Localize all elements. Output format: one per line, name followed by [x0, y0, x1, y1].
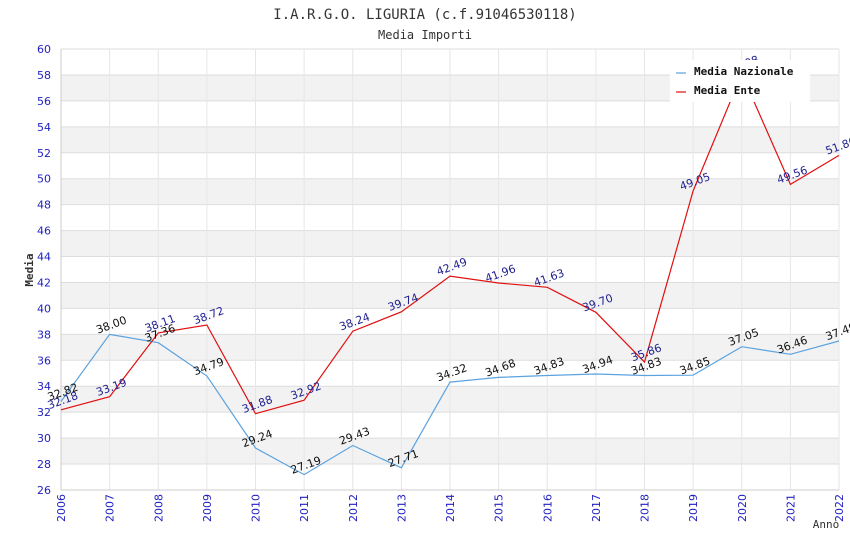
y-tick-label: 44 — [37, 251, 51, 264]
y-tick-label: 42 — [37, 276, 51, 289]
x-tick-label: 2018 — [639, 494, 652, 522]
y-tick-label: 60 — [37, 43, 51, 56]
y-tick-label: 56 — [37, 95, 51, 108]
x-tick-label: 2019 — [687, 494, 700, 522]
x-axis-ticks: 2006 2007 2008 2009 2010 2011 2012 2013 2014 2015… — [55, 494, 846, 522]
x-tick-label: 2009 — [201, 494, 214, 522]
y-tick-label: 26 — [37, 484, 51, 497]
legend-label-nazionale: Media Nazionale — [694, 65, 794, 78]
legend-box — [670, 60, 810, 102]
y-tick-label: 34 — [37, 380, 51, 393]
legend-label-ente: Media Ente — [694, 84, 761, 97]
y-tick-label: 28 — [37, 458, 51, 471]
y-tick-label: 38 — [37, 328, 51, 341]
x-tick-label: 2021 — [784, 494, 797, 522]
legend: Media Nazionale Media Ente — [670, 60, 810, 102]
x-tick-label: 2011 — [298, 494, 311, 522]
x-tick-label: 2006 — [55, 494, 68, 522]
x-tick-label: 2014 — [444, 494, 457, 522]
y-tick-label: 54 — [37, 121, 51, 134]
x-tick-label: 2015 — [493, 494, 506, 522]
chart-title: I.A.R.G.O. LIGURIA (c.f.91046530118) — [273, 7, 576, 23]
x-tick-label: 2008 — [152, 494, 165, 522]
x-tick-label: 2012 — [347, 494, 360, 522]
y-axis-ticks: 26 28 30 32 34 36 38 40 42 44 46 48 50 52 54 56 58 60 — [37, 43, 51, 497]
x-tick-label: 2013 — [395, 494, 408, 522]
series-group — [60, 72, 840, 476]
y-tick-label: 36 — [37, 354, 51, 367]
x-tick-label: 2017 — [590, 494, 603, 522]
series-line-nazionale — [60, 333, 840, 476]
x-tick-label: 2016 — [541, 494, 554, 522]
y-tick-label: 58 — [37, 69, 51, 82]
y-tick-label: 32 — [37, 406, 51, 419]
x-tick-label: 2007 — [104, 494, 117, 522]
series-line-ente — [60, 72, 840, 415]
x-tick-label: 2010 — [250, 494, 263, 522]
y-tick-label: 48 — [37, 199, 51, 212]
gridlines — [60, 48, 840, 491]
y-tick-label: 46 — [37, 225, 51, 238]
y-tick-label: 30 — [37, 432, 51, 445]
x-tick-label: 2022 — [833, 494, 846, 522]
y-tick-label: 40 — [37, 302, 51, 315]
x-tick-label: 2020 — [736, 494, 749, 522]
y-axis-label: Media — [23, 253, 36, 286]
x-axis-label: Anno — [813, 518, 840, 531]
y-tick-label: 52 — [37, 147, 51, 160]
chart-subtitle: Media Importi — [378, 28, 472, 42]
y-tick-label: 50 — [37, 173, 51, 186]
